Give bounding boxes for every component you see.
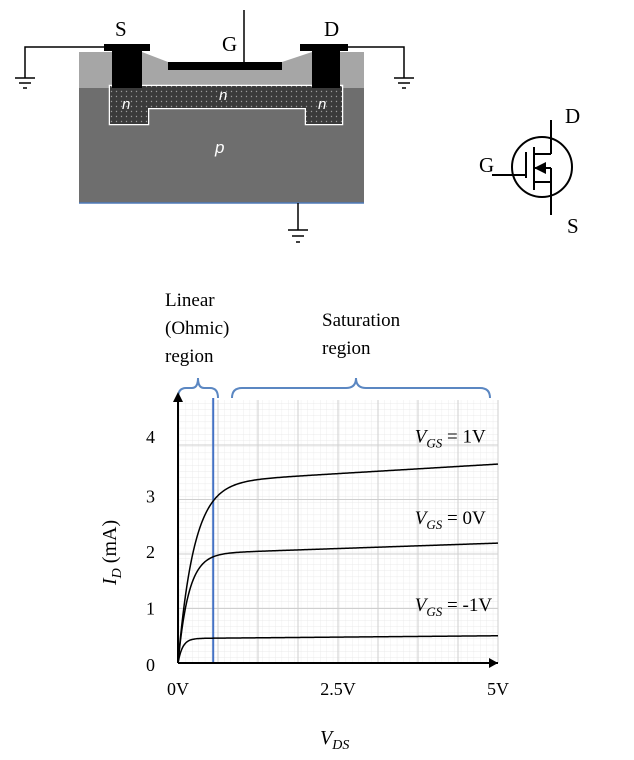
symbol-circle: [511, 136, 573, 198]
series-label-1: VGS = 1V: [415, 426, 486, 450]
series-label-3: VGS = -1V: [415, 595, 493, 619]
x-axis-label-sub: DS: [331, 738, 349, 753]
y-axis-label: ID (mA): [99, 520, 125, 586]
x-tick-label: 2.5V: [320, 679, 356, 699]
drain-contact-cap: [300, 44, 348, 51]
region-annotations: Linear (Ohmic) region Saturation region: [165, 290, 491, 399]
drain-contact: [312, 50, 340, 88]
linear-region-label-3: region: [165, 346, 214, 367]
drain-wire: [348, 46, 405, 78]
source-wire: [24, 46, 104, 78]
y-tick-label: 1: [146, 599, 155, 619]
gate-label: G: [222, 32, 237, 56]
y-tick-label: 3: [146, 487, 155, 507]
n-left-label: n: [122, 96, 130, 113]
symbol-drain-label: D: [565, 104, 580, 128]
oxide-layer: [79, 52, 112, 88]
mosfet-cross-section: S G D n n n p: [15, 10, 414, 243]
curve-series-2: [177, 542, 499, 664]
y-tick-label: 2: [146, 542, 155, 562]
y-tick-label: 4: [146, 427, 155, 447]
n-right-label: n: [318, 96, 326, 113]
saturation-region-label-2: region: [322, 338, 371, 359]
saturation-region-label-1: Saturation: [322, 310, 401, 331]
substrate-label: p: [214, 138, 224, 157]
gate-electrode: [168, 62, 282, 70]
symbol-arrow-icon: [534, 162, 546, 174]
source-ground-icon: [15, 77, 35, 89]
x-tick-label: 0V: [167, 679, 189, 699]
source-label: S: [115, 17, 127, 41]
source-contact-cap: [104, 44, 150, 51]
y-axis-label-sub: D: [110, 568, 125, 579]
linear-region-label-1: Linear: [165, 290, 215, 311]
id-vds-chart: VGS = 1V VGS = 0V VGS = -1V 0V 2.5V 5V 0 1 2 3 4 V…: [99, 392, 509, 753]
saturation-region-brace: [231, 377, 491, 399]
x-axis-label: VDS: [320, 727, 349, 753]
linear-region-brace: [177, 377, 219, 399]
y-tick-label: 0: [146, 655, 155, 675]
mosfet-symbol: [492, 120, 573, 215]
y-axis-arrow-icon: [173, 392, 183, 402]
source-contact: [112, 50, 142, 88]
y-axis-label-unit: (mA): [99, 520, 121, 568]
symbol-gate-label: G: [479, 153, 494, 177]
x-axis-label-main: V: [320, 727, 335, 749]
n-well: [110, 86, 342, 124]
curve-series-3: [177, 635, 499, 664]
y-axis-label-main: I: [99, 577, 121, 586]
n-channel-label: n: [219, 87, 227, 104]
x-axis-arrow-icon: [489, 658, 498, 668]
symbol-source-label: S: [567, 214, 579, 238]
x-tick-label: 5V: [487, 679, 509, 699]
curve-series-1: [177, 463, 499, 664]
drain-ground-icon: [394, 77, 414, 89]
body-ground-icon: [288, 229, 308, 243]
series-label-2: VGS = 0V: [415, 508, 486, 532]
linear-region-label-2: (Ohmic): [165, 318, 229, 339]
oxide-layer-right: [340, 52, 364, 88]
drain-label: D: [324, 17, 339, 41]
